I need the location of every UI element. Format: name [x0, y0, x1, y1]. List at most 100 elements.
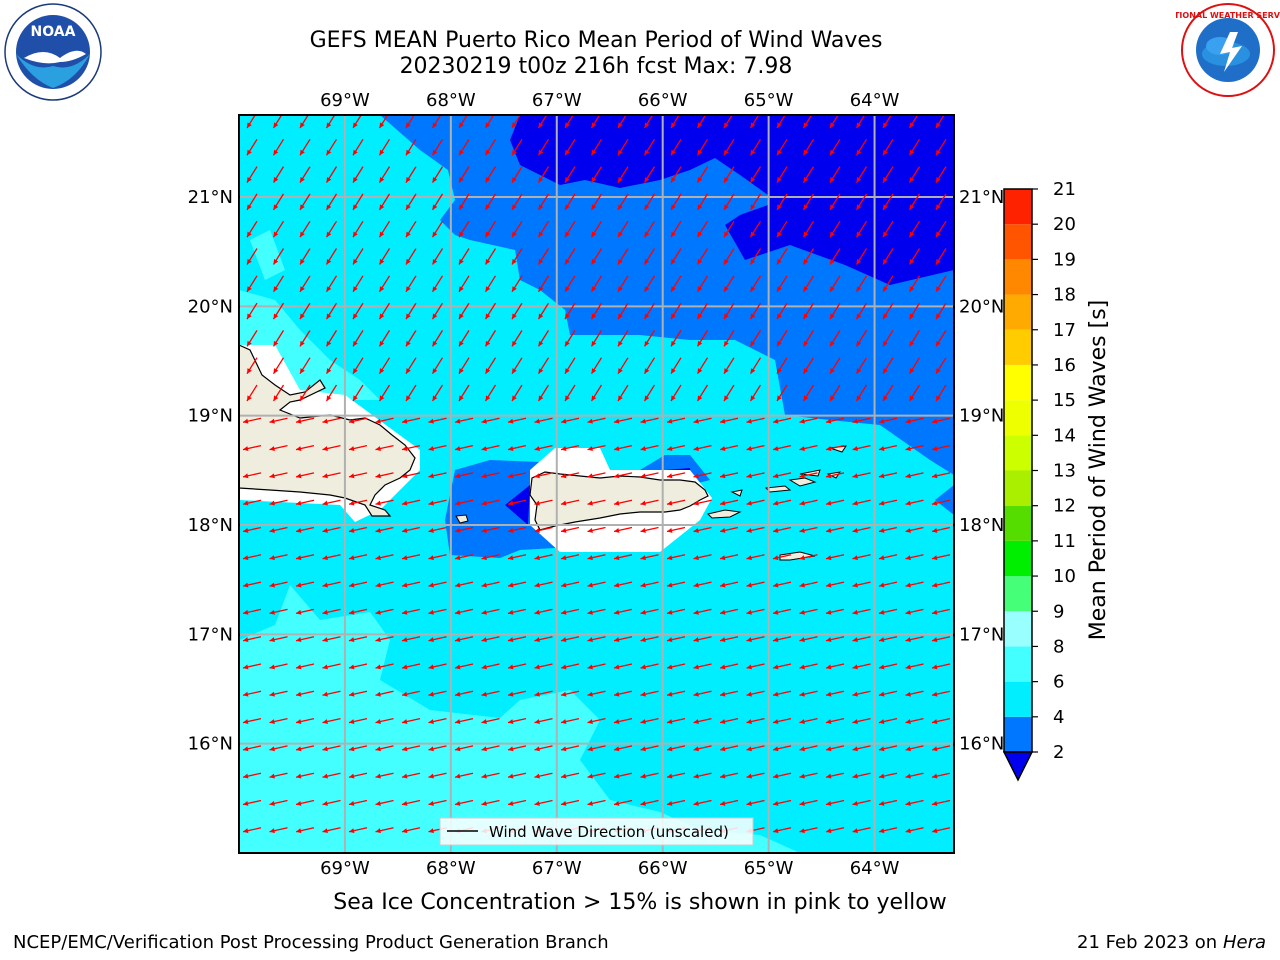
wind-wave-arrow — [640, 717, 659, 724]
wind-wave-arrow — [375, 499, 394, 506]
wind-wave-arrow — [458, 275, 470, 293]
wind-wave-arrow — [666, 554, 686, 561]
wind-wave-arrow — [484, 166, 497, 183]
wind-wave-arrow — [829, 384, 841, 402]
wind-wave-arrow — [322, 499, 341, 506]
wind-wave-arrow — [746, 472, 765, 479]
wind-wave-arrow — [723, 193, 735, 211]
wind-wave-arrow — [772, 444, 792, 451]
wind-wave-arrow — [269, 745, 288, 752]
wind-wave-arrow — [560, 772, 580, 779]
wind-wave-arrow — [590, 193, 603, 211]
wind-wave-arrow — [352, 330, 364, 347]
wind-wave-arrow — [935, 138, 947, 156]
wind-wave-arrow — [269, 554, 288, 561]
wind-wave-arrow — [431, 138, 444, 156]
wind-wave-arrow — [905, 581, 924, 588]
wind-wave-arrow — [802, 220, 815, 238]
wind-wave-arrow — [507, 636, 527, 643]
wind-wave-arrow — [693, 717, 712, 724]
wind-wave-arrow — [458, 302, 470, 320]
wind-wave-arrow — [378, 166, 391, 183]
wind-wave-arrow — [481, 526, 500, 533]
wind-wave-arrow — [378, 302, 391, 320]
wind-wave-arrow — [825, 636, 845, 643]
wind-wave-arrow — [931, 663, 951, 670]
wind-wave-arrow — [428, 499, 447, 506]
wind-wave-arrow — [348, 745, 368, 752]
wind-wave-arrow — [749, 275, 762, 293]
wind-wave-arrow — [749, 248, 762, 265]
wind-wave-arrow — [931, 444, 951, 451]
wind-wave-arrow — [484, 357, 497, 375]
wind-wave-arrow — [666, 636, 686, 643]
wind-wave-arrow — [454, 417, 474, 424]
wind-wave-arrow — [375, 636, 394, 643]
wind-wave-arrow — [590, 330, 603, 347]
wind-wave-arrow — [378, 275, 391, 293]
wind-wave-arrow — [348, 717, 368, 724]
wind-wave-arrow — [776, 330, 788, 347]
wind-wave-arrow — [375, 745, 394, 752]
wind-wave-arrow — [507, 717, 527, 724]
wind-wave-arrow — [666, 417, 686, 424]
wind-wave-arrow — [829, 193, 841, 211]
wind-wave-arrow — [878, 772, 898, 779]
wind-wave-arrow — [776, 138, 788, 156]
wind-wave-arrow — [401, 608, 421, 615]
wind-wave-arrow — [905, 417, 924, 424]
wind-wave-arrow — [322, 526, 341, 533]
colorbar: 2 4 6 8 9 10 11 12 13 14 15 16 17 18 19 20 21 — [1002, 179, 1076, 782]
wind-wave-arrow — [564, 275, 576, 293]
colorbar-segment — [1004, 505, 1032, 541]
wind-wave-arrow — [640, 444, 659, 451]
wind-wave-arrow — [802, 357, 815, 375]
wind-wave-arrow — [587, 417, 606, 424]
wind-wave-arrow — [878, 554, 898, 561]
wind-wave-arrow — [269, 472, 288, 479]
wind-wave-arrow — [852, 417, 871, 424]
lon-label-top: 64°W — [850, 90, 900, 111]
wind-wave-arrow — [534, 499, 553, 506]
lat-label-left: 16°N — [188, 734, 233, 755]
wind-wave-arrow — [454, 745, 474, 752]
wind-wave-arrow — [242, 526, 262, 533]
wind-wave-arrow — [428, 554, 447, 561]
wind-wave-arrow — [564, 115, 574, 129]
wind-wave-arrow — [590, 248, 603, 265]
wind-wave-arrow — [643, 302, 656, 320]
wind-wave-arrow — [352, 115, 362, 129]
wind-wave-arrow — [428, 608, 447, 615]
wind-wave-arrow — [825, 608, 845, 615]
wind-wave-arrow — [272, 275, 285, 293]
wind-wave-arrow — [825, 799, 845, 806]
wind-wave-arrow — [617, 384, 629, 402]
wind-wave-arrow — [560, 472, 580, 479]
wind-wave-arrow — [322, 663, 341, 670]
wind-wave-arrow — [799, 499, 818, 506]
wind-wave-arrow — [852, 663, 871, 670]
wind-wave-arrow — [772, 526, 792, 533]
wind-wave-arrow — [242, 554, 262, 561]
wind-wave-arrow — [855, 166, 868, 183]
wind-wave-arrow — [878, 499, 898, 506]
wind-wave-arrow — [322, 472, 341, 479]
wind-wave-arrow — [693, 526, 712, 533]
wind-wave-arrow — [825, 554, 845, 561]
wind-wave-arrow — [348, 554, 368, 561]
wind-wave-arrow — [534, 690, 553, 697]
wind-wave-arrow — [560, 581, 580, 588]
wind-wave-arrow — [931, 636, 951, 643]
wind-wave-arrow — [325, 220, 338, 238]
wind-wave-arrow — [299, 220, 311, 238]
wind-wave-arrow — [908, 138, 921, 156]
wind-wave-arrow — [931, 526, 951, 533]
wind-wave-arrow — [746, 417, 765, 424]
wind-wave-arrow — [666, 745, 686, 752]
wind-wave-arrow — [564, 220, 576, 238]
colorbar-segment — [1004, 716, 1032, 752]
wind-wave-arrow — [378, 115, 389, 129]
wind-wave-arrow — [829, 275, 841, 293]
wind-wave-arrow — [322, 581, 341, 588]
